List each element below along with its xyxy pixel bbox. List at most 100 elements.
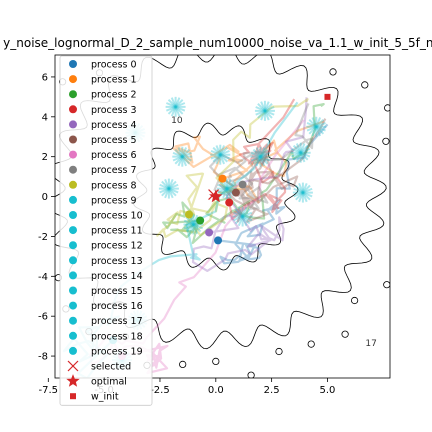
legend-marker bbox=[66, 374, 80, 387]
legend-label: process 8 bbox=[91, 180, 137, 191]
x-tick-label: 5.0 bbox=[320, 385, 336, 396]
legend-label: optimal bbox=[91, 377, 127, 388]
w-init-marker bbox=[324, 93, 331, 100]
legend-marker bbox=[69, 135, 77, 144]
burst-marker bbox=[306, 116, 327, 137]
legend-marker bbox=[69, 271, 77, 280]
legend-marker bbox=[70, 393, 76, 400]
legend-marker bbox=[69, 286, 77, 295]
y-axis: -8 -6 -4 -2 0 2 4 6 bbox=[38, 72, 55, 363]
y-tick-label: 2 bbox=[42, 152, 48, 163]
contour-island bbox=[329, 68, 337, 76]
final-point-process-1 bbox=[218, 174, 227, 183]
x-tick-label: -2.5 bbox=[150, 385, 170, 396]
trajectory-process-1 bbox=[172, 120, 325, 204]
legend-label: selected bbox=[91, 362, 131, 373]
legend-marker bbox=[69, 75, 77, 84]
burst-marker bbox=[216, 178, 237, 199]
legend-marker bbox=[69, 301, 77, 310]
y-tick-label: -4 bbox=[38, 272, 48, 283]
chart-title: y_noise_lognormal_D_2_sample_num10000_no… bbox=[3, 36, 432, 50]
final-point-process-2 bbox=[196, 216, 205, 225]
legend-label: process 1 bbox=[91, 75, 137, 86]
final-point-process-7 bbox=[238, 180, 247, 189]
burst-marker bbox=[250, 146, 271, 167]
legend-marker bbox=[69, 331, 77, 340]
burst-marker bbox=[290, 142, 311, 163]
contour-outer bbox=[55, 55, 387, 350]
y-tick-label: 0 bbox=[42, 192, 48, 203]
legend-marker bbox=[69, 195, 77, 204]
contour-island bbox=[212, 357, 220, 365]
y-tick-label: 4 bbox=[42, 112, 48, 123]
contour-island bbox=[383, 281, 390, 289]
legend-label: process 2 bbox=[91, 90, 137, 101]
trajectory-process-4 bbox=[191, 97, 308, 272]
burst-marker bbox=[165, 96, 186, 117]
plot-frame bbox=[54, 54, 391, 379]
burst-marker bbox=[210, 144, 231, 165]
legend-label: process 5 bbox=[91, 135, 137, 146]
legend-label: process 6 bbox=[91, 150, 137, 161]
legend-marker bbox=[69, 165, 77, 174]
legend-marker bbox=[69, 256, 77, 265]
legend-label: process 16 bbox=[91, 301, 143, 312]
legend-marker bbox=[69, 105, 77, 114]
legend-label: process 18 bbox=[91, 331, 143, 342]
y-tick-label: -2 bbox=[38, 232, 48, 243]
y-tick-label: -6 bbox=[38, 312, 48, 323]
contour-island bbox=[384, 104, 390, 112]
contour-island bbox=[350, 296, 359, 305]
legend-marker bbox=[69, 346, 77, 355]
contour-label: 10 bbox=[171, 116, 183, 126]
contour-label: 17 bbox=[365, 339, 376, 349]
legend-label: process 3 bbox=[91, 105, 137, 116]
final-point-process-3 bbox=[225, 198, 234, 207]
legend-label: process 13 bbox=[91, 256, 143, 267]
legend-label: process 4 bbox=[91, 120, 137, 131]
trajectory-process-5 bbox=[219, 118, 327, 223]
contour-island bbox=[341, 330, 349, 338]
y-tick-label: 6 bbox=[42, 72, 48, 83]
contour-island bbox=[247, 371, 255, 378]
legend-marker bbox=[69, 90, 77, 99]
final-point-process-4 bbox=[205, 228, 214, 237]
trajectory-process-0 bbox=[217, 123, 329, 265]
legend-marker bbox=[69, 180, 77, 189]
burst-marker bbox=[172, 146, 193, 167]
contour-island bbox=[361, 81, 369, 89]
legend-marker bbox=[69, 226, 77, 235]
legend-label: process 14 bbox=[91, 271, 143, 282]
legend-box bbox=[59, 55, 153, 406]
legend-label: process 10 bbox=[91, 211, 143, 222]
final-point-process-0 bbox=[214, 236, 223, 245]
contour-island bbox=[382, 137, 390, 145]
legend-marker bbox=[69, 241, 77, 250]
x-tick-label: 2.5 bbox=[264, 385, 280, 396]
final-point-process-8 bbox=[185, 210, 193, 219]
legend-marker bbox=[69, 150, 77, 159]
burst-marker bbox=[254, 100, 275, 121]
legend-label: process 7 bbox=[91, 165, 137, 176]
final-point-process-5 bbox=[231, 188, 240, 197]
legend-label: process 0 bbox=[91, 60, 137, 71]
legend-marker bbox=[69, 316, 77, 325]
legend-marker bbox=[69, 211, 77, 219]
x-tick-label: -7.5 bbox=[39, 385, 59, 396]
trajectory-process-8 bbox=[156, 98, 309, 238]
contour-island bbox=[275, 347, 283, 356]
legend-marker bbox=[69, 60, 77, 68]
trajectory-process-3 bbox=[228, 98, 296, 223]
contour-island bbox=[307, 340, 315, 348]
legend-label: process 17 bbox=[91, 316, 143, 327]
legend-label: process 19 bbox=[91, 346, 143, 357]
burst-marker bbox=[232, 206, 253, 227]
y-tick-label: -8 bbox=[38, 352, 48, 363]
legend-marker bbox=[69, 120, 77, 129]
optimal-marker bbox=[209, 189, 223, 203]
legend-label: process 15 bbox=[91, 286, 143, 297]
trajectory-process-7 bbox=[209, 102, 314, 210]
legend: process 0 process 1 process 2 process 3 proc… bbox=[59, 55, 153, 406]
x-tick-label: 0.0 bbox=[208, 385, 224, 396]
